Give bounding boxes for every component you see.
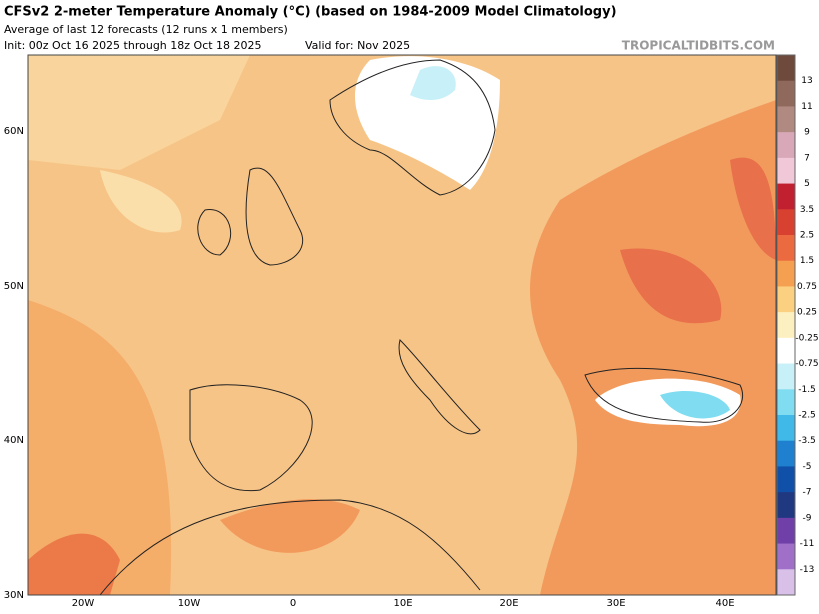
valid-text: Valid for: Nov 2025 (305, 39, 410, 52)
lon-label: 0 (290, 598, 296, 609)
colorbar-label: -2.5 (798, 411, 816, 421)
colorbar-cell (777, 543, 795, 570)
lat-label: 50N (4, 281, 24, 292)
colorbar-cell (777, 466, 795, 493)
field (100, 170, 182, 233)
colorbar-cell (777, 209, 795, 236)
colorbar-label: -7 (803, 488, 812, 498)
colorbar-label: 0.75 (797, 282, 817, 292)
colorbar-cell (777, 235, 795, 262)
colorbar-cell (777, 517, 795, 545)
colorbar-cell (777, 157, 795, 185)
lat-label: 30N (4, 590, 24, 601)
colorbar-label: 5 (804, 179, 810, 189)
colorbar-cell (777, 312, 795, 339)
colorbar-cell (777, 337, 795, 365)
colorbar-cell (777, 183, 795, 210)
field (660, 390, 730, 419)
colorbar-label: 9 (804, 128, 810, 138)
field (410, 66, 456, 100)
colorbar-label: 0.25 (797, 308, 817, 318)
colorbar-label: -0.75 (795, 359, 818, 369)
colorbar-frame (776, 54, 796, 596)
colorbar-cell (777, 415, 795, 442)
lon-label: 20W (72, 598, 95, 609)
colorbar-label: -13 (800, 565, 815, 575)
colorbar-label: -5 (803, 462, 812, 472)
colorbar: 13 11 9 7 5 3.5 2.5 1.5 0.75 0.25 -0.25 -0.75 -1.5 -2… (776, 54, 819, 596)
coastlines (99, 59, 743, 595)
colorbar-cell (777, 80, 795, 107)
colorbar-cell (777, 389, 795, 416)
field (28, 55, 250, 170)
field (530, 100, 776, 595)
field (28, 533, 120, 595)
colorbar-cell (777, 440, 795, 467)
lon-label: 20E (499, 598, 518, 609)
field (220, 499, 360, 553)
map (27, 54, 777, 596)
colorbar-label: -9 (803, 513, 812, 523)
init-text: Init: 00z Oct 16 2025 through 18z Oct 18… (4, 39, 262, 52)
colorbar-label: -0.25 (795, 333, 818, 343)
colorbar-cell (777, 492, 795, 519)
lon-label: 10E (393, 598, 412, 609)
lat-label: 60N (4, 126, 24, 137)
subtitle: Average of last 12 forecasts (12 runs x … (4, 23, 288, 36)
title: CFSv2 2-meter Temperature Anomaly (°C) (… (4, 5, 617, 20)
colorbar-label: 2.5 (800, 231, 814, 241)
colorbar-label: 7 (804, 153, 810, 163)
field (730, 157, 776, 260)
colorbar-label: 11 (801, 102, 812, 112)
colorbar-label: -11 (800, 539, 815, 549)
colorbar-cell (777, 363, 795, 390)
colorbar-label: 3.5 (800, 205, 814, 215)
lon-label: 40E (715, 598, 734, 609)
colorbar-label: 1.5 (800, 256, 814, 266)
colorbar-cell (777, 286, 795, 313)
lon-label: 30E (606, 598, 625, 609)
field (620, 248, 722, 324)
map-frame (27, 54, 777, 596)
colorbar-cell (777, 260, 795, 287)
colorbar-cell (777, 55, 795, 82)
field (28, 300, 172, 595)
colorbar-label: -1.5 (798, 385, 816, 395)
colorbar-cell (777, 132, 795, 159)
colorbar-label: 13 (801, 76, 812, 86)
field (355, 56, 500, 190)
lat-label: 40N (4, 435, 24, 446)
colorbar-label: -3.5 (798, 436, 816, 446)
lon-label: 10W (178, 598, 201, 609)
source: TROPICALTIDBITS.COM (622, 39, 775, 53)
colorbar-cell (777, 569, 795, 596)
colorbar-cell (777, 106, 795, 133)
